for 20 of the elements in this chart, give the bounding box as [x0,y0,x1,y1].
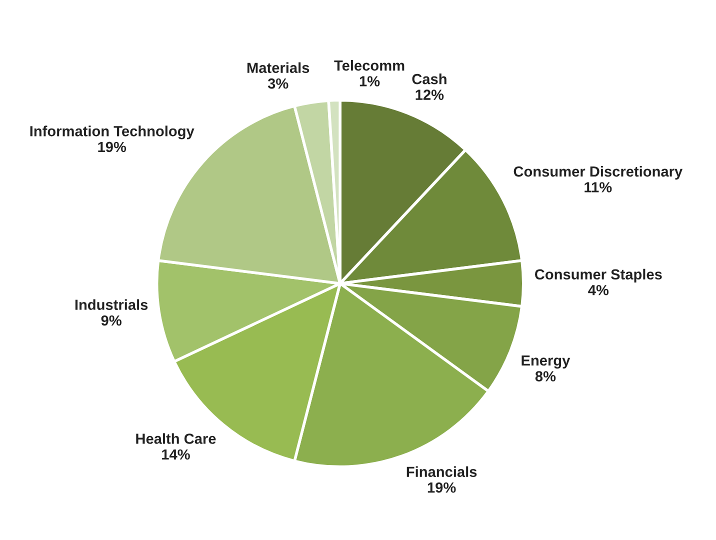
data-label: 14% [162,449,190,460]
data-label: 4% [588,284,609,296]
data-label: 8% [535,371,556,382]
data-label: 12% [416,90,444,100]
data-label: 19% [428,482,456,493]
data-label: 19% [98,142,126,152]
data-label: 9% [101,315,122,326]
data-label: 1% [360,76,380,86]
slice-label: Energy [522,355,570,369]
slice-label: Materials [247,62,310,74]
slice-label: Consumer Discretionary [514,166,683,180]
slice-label: Information Technology [30,126,194,140]
slice-label: Industrials [75,299,148,310]
slice-label: Health Care [136,433,216,444]
slice-label: Consumer Staples [534,268,662,282]
slice-label: Cash [412,74,446,84]
slice-label: Telecomm [334,60,404,71]
data-label: 11% [584,182,612,192]
slice-label: Financials [406,466,477,478]
data-label: 3% [268,78,288,89]
